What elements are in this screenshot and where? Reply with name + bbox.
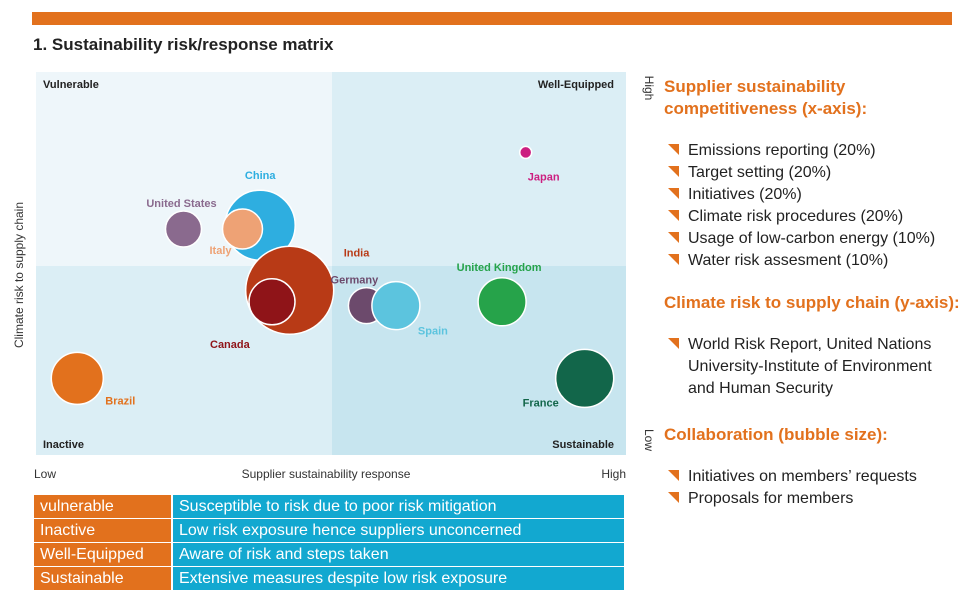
quadrant-label-sustainable: Sustainable	[552, 439, 614, 451]
list-item: World Risk Report, United Nations Univer…	[664, 334, 962, 400]
x-axis-low-label: Low	[34, 467, 56, 481]
triangle-bullet-icon	[668, 210, 679, 221]
legend-row: Sustainable Extensive measures despite lo…	[34, 567, 624, 590]
legend-row: Well-Equipped Aware of risk and steps tak…	[34, 543, 624, 566]
bubble-italy	[221, 208, 264, 250]
list-item: Initiatives on members’ requests	[664, 466, 962, 488]
list-item-text: Water risk assesment (10%)	[688, 252, 889, 269]
legend-row: vulnerable Susceptible to risk due to poo…	[34, 495, 624, 518]
list-item-text: Target setting (20%)	[688, 164, 832, 181]
bubble-united-kingdom	[477, 277, 527, 327]
list-item-text: Emissions reporting (20%)	[688, 142, 876, 159]
list-item: Proposals for members	[664, 488, 962, 510]
y-axis-label: Climate risk to supply chain	[12, 202, 26, 348]
triangle-bullet-icon	[668, 144, 679, 155]
y-axis-list: World Risk Report, United Nations Univer…	[664, 334, 962, 400]
x-axis-high-label: High	[601, 467, 626, 481]
bubble-label-france: France	[523, 397, 559, 409]
triangle-bullet-icon	[668, 470, 679, 481]
bubble-united-states	[164, 210, 203, 248]
bubble-france	[554, 348, 615, 409]
list-item: Usage of low-carbon energy (10%)	[664, 228, 962, 250]
bubble-japan	[518, 145, 533, 160]
y-axis-low-label: Low	[642, 429, 656, 451]
y-axis-heading: Climate risk to supply chain (y-axis):	[664, 293, 960, 312]
bubble-label-italy: Italy	[209, 245, 232, 257]
x-axis-list: Emissions reporting (20%) Target setting …	[664, 140, 962, 272]
legend-row: Inactive Low risk exposure hence supplier…	[34, 519, 624, 542]
bubble-label-germany: Germany	[331, 275, 380, 287]
x-axis-heading: Supplier sustainability competitiveness …	[664, 77, 868, 118]
bubble-label-brazil: Brazil	[105, 395, 135, 407]
quadrant-well-equipped	[332, 72, 626, 266]
list-item: Target setting (20%)	[664, 162, 962, 184]
list-item-text: Proposals for members	[688, 490, 854, 507]
list-item: Water risk assesment (10%)	[664, 250, 962, 272]
y-axis-high-label: High	[642, 76, 656, 101]
legend-term: vulnerable	[34, 495, 173, 518]
bubble-label-united-kingdom: United Kingdom	[457, 262, 542, 274]
bubble-label-india: India	[344, 247, 371, 259]
legend-description: Susceptible to risk due to poor risk mit…	[173, 495, 624, 518]
list-item: Initiatives (20%)	[664, 184, 962, 206]
list-item-text: Initiatives (20%)	[688, 186, 802, 203]
legend-term: Well-Equipped	[34, 543, 173, 566]
bubble-size-list: Initiatives on members’ requests Proposal…	[664, 466, 962, 510]
quadrant-label-vulnerable: Vulnerable	[43, 79, 99, 91]
list-item-text: Climate risk procedures (20%)	[688, 208, 904, 225]
quadrant-label-well-equipped: Well-Equipped	[538, 79, 614, 91]
list-item: Climate risk procedures (20%)	[664, 206, 962, 228]
bubble-label-spain: Spain	[418, 326, 448, 338]
x-axis-label: Supplier sustainability response	[242, 467, 411, 481]
page-title: 1. Sustainability risk/response matrix	[33, 35, 334, 54]
legend-term: Sustainable	[34, 567, 173, 590]
triangle-bullet-icon	[668, 338, 679, 349]
triangle-bullet-icon	[668, 254, 679, 265]
bubble-label-china: China	[245, 170, 276, 182]
triangle-bullet-icon	[668, 492, 679, 503]
bubble-label-japan: Japan	[528, 171, 560, 183]
bubble-label-canada: Canada	[210, 339, 251, 351]
bubble-group: China United States Italy India Canada German…	[50, 145, 615, 409]
bubble-size-heading: Collaboration (bubble size):	[664, 425, 888, 444]
side-panel: Supplier sustainability competitiveness …	[664, 76, 962, 510]
bubble-label-united-states: United States	[146, 198, 216, 210]
legend-description: Low risk exposure hence suppliers unconc…	[173, 519, 624, 542]
list-item-text: Usage of low-carbon energy (10%)	[688, 230, 936, 247]
legend-term: Inactive	[34, 519, 173, 542]
triangle-bullet-icon	[668, 232, 679, 243]
quadrant-legend-table: vulnerable Susceptible to risk due to poo…	[34, 494, 624, 591]
list-item-text: World Risk Report, United Nations Univer…	[688, 336, 932, 397]
triangle-bullet-icon	[668, 166, 679, 177]
quadrant-label-inactive: Inactive	[43, 439, 84, 451]
bubble-brazil	[50, 351, 105, 406]
legend-description: Extensive measures despite low risk expo…	[173, 567, 624, 590]
list-item: Emissions reporting (20%)	[664, 140, 962, 162]
legend-description: Aware of risk and steps taken	[173, 543, 624, 566]
top-accent-bar	[32, 12, 952, 25]
bubble-spain	[371, 280, 421, 331]
triangle-bullet-icon	[668, 188, 679, 199]
bubble-canada	[248, 278, 296, 326]
list-item-text: Initiatives on members’ requests	[688, 468, 917, 485]
